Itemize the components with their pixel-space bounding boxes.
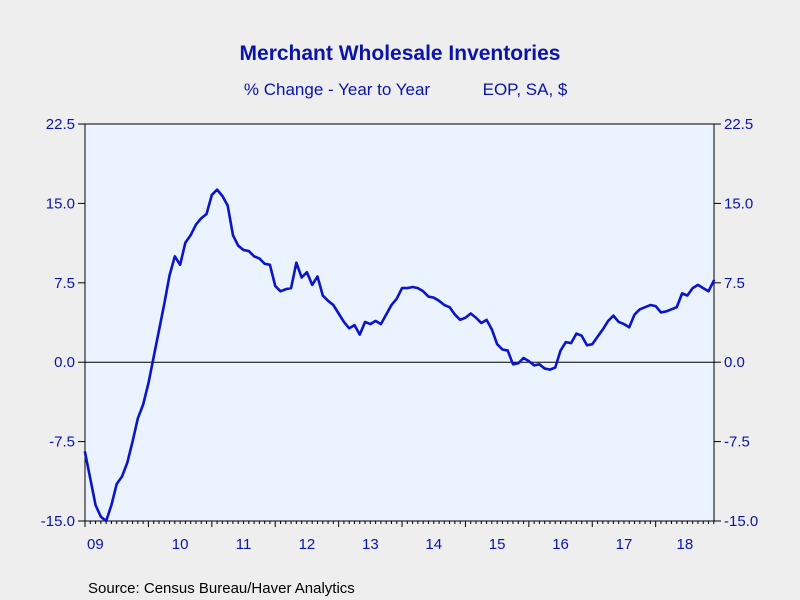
y-tick-label-left: -7.5: [49, 434, 75, 451]
y-tick-label-left: 15.0: [46, 195, 75, 212]
chart-subtitle-units: % Change - Year to Year: [244, 80, 431, 99]
x-tick-label: 09: [87, 536, 104, 553]
y-axis-left: 22.5 15.0 7.5 0.0 -7.5 -15.0: [41, 116, 85, 530]
y-axis-right: 22.5 15.0 7.5 0.0 -7.5 -15.0: [714, 116, 758, 530]
y-tick-label-left: 22.5: [46, 116, 75, 133]
x-tick-label: 10: [172, 536, 189, 553]
chart-source: Source: Census Bureau/Haver Analytics: [88, 580, 355, 597]
series-line: [83, 188, 716, 523]
x-tick-label: 17: [616, 536, 633, 553]
x-tick-label: 13: [362, 536, 379, 553]
plot-area: [84, 123, 715, 522]
x-tick-label: 14: [425, 536, 442, 553]
x-tick-label: 11: [236, 536, 252, 553]
x-tick-label: 15: [489, 536, 506, 553]
y-tick-label-right: 7.5: [724, 275, 745, 292]
y-tick-label-right: 22.5: [724, 116, 753, 133]
y-tick-label-right: 15.0: [724, 195, 753, 212]
chart-title: Merchant Wholesale Inventories: [240, 42, 561, 65]
x-tick-label: 18: [676, 536, 693, 553]
x-axis: 09 10 11 12 13 14 15 16 17 18: [84, 521, 715, 553]
y-tick-label-right: 0.0: [724, 354, 745, 371]
x-tick-label: 12: [299, 536, 316, 553]
y-tick-label-left: 0.0: [54, 354, 75, 371]
series-layer: [83, 188, 716, 523]
y-tick-label-right: -7.5: [724, 434, 750, 451]
y-tick-label-right: -15.0: [724, 513, 758, 530]
x-tick-label: 16: [552, 536, 569, 553]
chart-subtitle-notes: EOP, SA, $: [483, 80, 568, 99]
y-tick-label-left: -15.0: [41, 513, 75, 530]
y-tick-label-left: 7.5: [54, 275, 75, 292]
